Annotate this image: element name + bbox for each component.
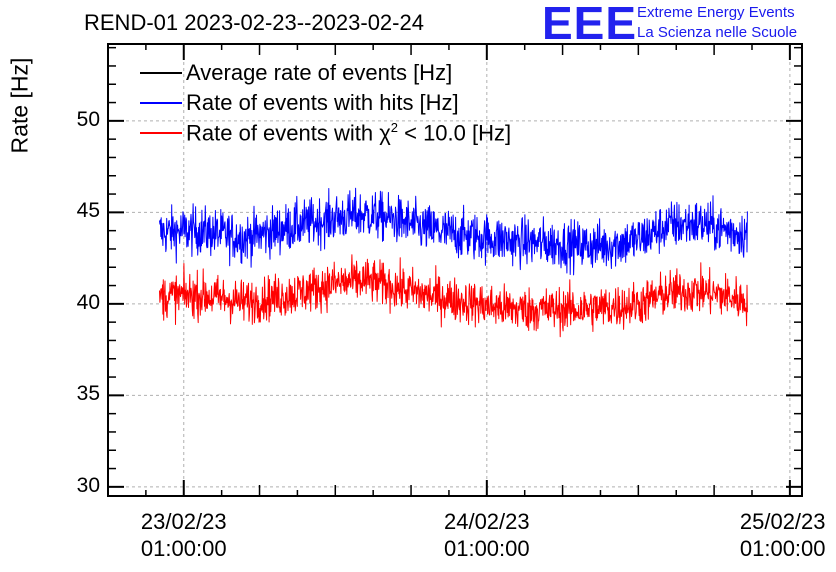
x-tick-label: 24/02/23 01:00:00 xyxy=(417,508,557,562)
legend-entry-hits: Rate of events with hits [Hz] xyxy=(140,90,459,116)
logo-line-1: Extreme Energy Events xyxy=(637,4,795,21)
legend-entry-average: Average rate of events [Hz] xyxy=(140,60,452,86)
series-line-1 xyxy=(159,187,748,276)
legend-swatch-black xyxy=(140,72,182,74)
x-tick-time: 01:00:00 xyxy=(443,536,530,561)
x-tick-time: 01:00:00 xyxy=(140,536,227,561)
grid-lines xyxy=(108,44,802,496)
y-tick-label: 40 xyxy=(76,290,100,314)
series-layer xyxy=(159,187,748,338)
axis-ticks xyxy=(107,44,802,496)
legend-entry-chi2: Rate of events with χ2 < 10.0 [Hz] xyxy=(140,120,511,146)
x-tick-date: 23/02/23 xyxy=(140,509,227,534)
chart-title: REND-01 2023-02-23--2023-02-24 xyxy=(84,10,424,35)
y-tick-label: 50 xyxy=(76,107,100,131)
x-tick-label: 25/02/23 01:00:00 xyxy=(740,508,836,562)
x-tick-date: 25/02/23 xyxy=(739,509,826,534)
eee-logo: EEE xyxy=(542,0,638,49)
y-tick-label: 30 xyxy=(76,473,100,497)
series-line-2 xyxy=(159,254,748,338)
y-tick-label: 35 xyxy=(76,382,100,406)
y-tick-label: 45 xyxy=(76,199,100,223)
legend-swatch-blue xyxy=(140,102,182,104)
legend-label-chi2: Rate of events with χ2 < 10.0 [Hz] xyxy=(186,120,512,146)
x-tick-label: 23/02/23 01:00:00 xyxy=(114,508,254,562)
legend-label-hits: Rate of events with hits [Hz] xyxy=(186,90,459,115)
logo-line-2: La Scienza nelle Scuole xyxy=(637,24,798,41)
y-axis-label: Rate [Hz] xyxy=(6,57,33,154)
plot-frame xyxy=(107,43,803,497)
x-tick-date: 24/02/23 xyxy=(443,509,530,534)
x-tick-time: 01:00:00 xyxy=(739,536,826,561)
legend-label-average: Average rate of events [Hz] xyxy=(186,60,453,85)
legend-swatch-red xyxy=(140,132,182,135)
